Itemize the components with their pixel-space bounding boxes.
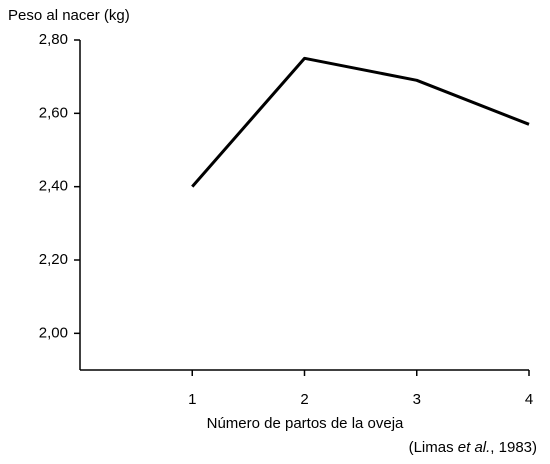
x-tick-label: 4: [525, 391, 533, 408]
y-axis-label: Peso al nacer (kg): [8, 7, 130, 24]
source: (Limas et al., 1983): [409, 439, 537, 456]
y-tick-label: 2,00: [39, 324, 68, 341]
x-axis-label: Número de partos de la oveja: [207, 415, 404, 432]
source-part: , 1983): [490, 439, 537, 456]
x-tick-label: 1: [188, 391, 196, 408]
y-tick-label: 2,40: [39, 178, 68, 195]
y-tick-label: 2,60: [39, 104, 68, 121]
y-tick-label: 2,20: [39, 251, 68, 268]
y-tick-label: 2,80: [39, 31, 68, 48]
data-line: [191, 56, 530, 188]
x-tick-label: 3: [413, 391, 421, 408]
x-tick-label: 2: [300, 391, 308, 408]
source-part: (Limas: [409, 439, 458, 456]
source-part: et al.: [458, 439, 491, 456]
